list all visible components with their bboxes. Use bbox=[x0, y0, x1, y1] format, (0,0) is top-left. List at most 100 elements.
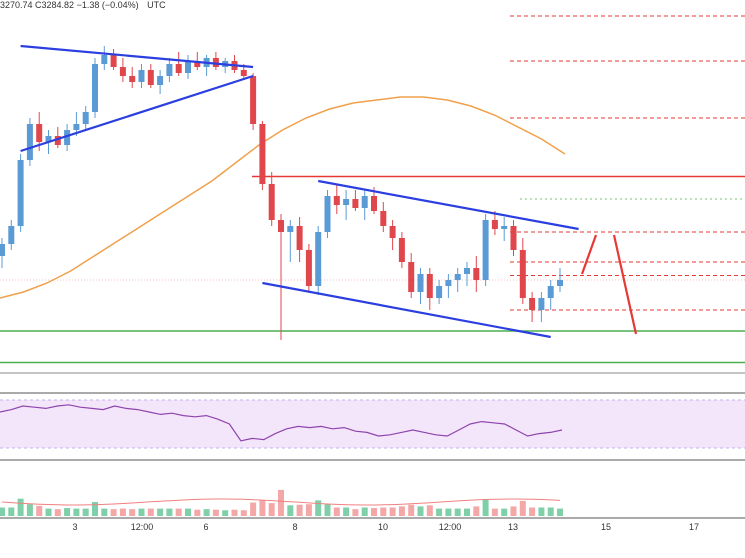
candle-body bbox=[352, 199, 359, 208]
volume-bar bbox=[36, 505, 43, 516]
volume-bar bbox=[268, 503, 275, 516]
candle-body bbox=[64, 130, 71, 145]
candle-body bbox=[26, 124, 33, 160]
volume-bar bbox=[482, 499, 489, 516]
candle-body bbox=[259, 124, 266, 184]
x-axis-tick-label: 10 bbox=[378, 522, 388, 532]
volume-bar bbox=[92, 502, 98, 516]
candle-body bbox=[482, 220, 489, 280]
volume-bar bbox=[157, 508, 164, 516]
candle-body bbox=[343, 199, 350, 205]
candle-body bbox=[45, 136, 52, 142]
candle-body bbox=[547, 286, 554, 298]
candle-body bbox=[491, 220, 498, 229]
ohlc-values: 3270.74 C3284.82 −1.38 (−0.04%) bbox=[0, 0, 139, 10]
volume-bar bbox=[64, 508, 71, 516]
candle-body bbox=[333, 196, 340, 205]
candle-body bbox=[17, 160, 24, 226]
volume-bar bbox=[129, 509, 136, 516]
forecast-down-stroke bbox=[612, 234, 638, 335]
candle-body bbox=[371, 196, 377, 211]
moving-average-line bbox=[0, 96, 566, 299]
candle-body bbox=[278, 220, 284, 232]
candle-body bbox=[147, 70, 154, 85]
candle-body bbox=[73, 124, 80, 130]
x-axis-tick-label: 15 bbox=[601, 522, 611, 532]
volume-bar bbox=[519, 500, 526, 516]
rsi-line bbox=[0, 404, 563, 442]
candle-body bbox=[82, 112, 89, 124]
candle-body bbox=[380, 211, 387, 226]
candle-body bbox=[268, 184, 275, 220]
candle-body bbox=[194, 61, 201, 67]
candle-body bbox=[240, 70, 247, 76]
volume-bar bbox=[343, 507, 350, 516]
volume-bar bbox=[361, 507, 368, 516]
volume-bar bbox=[82, 508, 89, 516]
volume-bar bbox=[250, 502, 257, 516]
volume-bar bbox=[45, 508, 52, 516]
candle-body bbox=[129, 76, 136, 82]
candle-body bbox=[529, 298, 536, 310]
volume-bar bbox=[547, 507, 554, 516]
volume-bar bbox=[278, 489, 284, 516]
volume-bar bbox=[426, 505, 433, 516]
volume-bar bbox=[240, 510, 247, 516]
volume-bar bbox=[147, 508, 154, 516]
volume-bar bbox=[203, 509, 210, 516]
volume-bar bbox=[73, 508, 80, 516]
x-axis-tick-label: 8 bbox=[292, 522, 297, 532]
candle-body bbox=[101, 55, 108, 64]
volume-bar bbox=[408, 504, 415, 516]
candle-body bbox=[0, 244, 5, 256]
candle-body bbox=[501, 226, 508, 229]
volume-bar bbox=[324, 504, 331, 516]
trend-line-channel-bottom bbox=[262, 281, 551, 339]
candle-body bbox=[166, 64, 173, 76]
trend-line-upper-triangle bbox=[20, 44, 254, 69]
x-axis-tick-label: 17 bbox=[689, 522, 699, 532]
candle-body bbox=[436, 286, 443, 298]
candle-body bbox=[212, 58, 219, 67]
volume-bar bbox=[259, 500, 266, 516]
candle-body bbox=[398, 238, 405, 262]
candle-body bbox=[519, 250, 526, 298]
volume-bar bbox=[54, 509, 61, 516]
candle-body bbox=[408, 262, 415, 292]
volume-bar bbox=[398, 506, 405, 516]
volume-bar bbox=[175, 508, 182, 516]
candle-body bbox=[92, 64, 98, 112]
volume-bar bbox=[185, 508, 191, 516]
volume-bar bbox=[222, 510, 229, 516]
volume-bar bbox=[557, 508, 563, 516]
candle-body bbox=[250, 76, 257, 124]
candle-body bbox=[54, 136, 61, 145]
volume-bar bbox=[315, 500, 322, 516]
x-axis-tick-label: 12:00 bbox=[439, 522, 462, 532]
volume-bar bbox=[380, 507, 387, 516]
candle-body bbox=[361, 196, 368, 208]
x-axis-tick-label: 6 bbox=[203, 522, 208, 532]
candle-body bbox=[389, 226, 396, 238]
volume-bar bbox=[119, 508, 126, 516]
x-axis-tick-label: 13 bbox=[508, 522, 518, 532]
candle-body bbox=[110, 55, 117, 67]
candle-body bbox=[175, 64, 182, 73]
volume-bar bbox=[454, 508, 461, 516]
volume-bar bbox=[110, 509, 117, 516]
forecast-up-stroke bbox=[580, 234, 598, 275]
candle-body bbox=[464, 268, 470, 274]
volume-bar bbox=[0, 507, 5, 516]
candle-body bbox=[426, 274, 433, 298]
volume-bar bbox=[529, 507, 536, 516]
volume-bar bbox=[510, 506, 517, 516]
volume-bar bbox=[305, 504, 312, 516]
volume-bar bbox=[231, 509, 238, 516]
volume-bar bbox=[8, 507, 15, 516]
volume-bar bbox=[287, 505, 294, 516]
candle-body bbox=[417, 274, 424, 292]
volume-bar bbox=[417, 506, 424, 516]
volume-bar bbox=[436, 508, 443, 516]
volume-bar bbox=[17, 498, 24, 516]
